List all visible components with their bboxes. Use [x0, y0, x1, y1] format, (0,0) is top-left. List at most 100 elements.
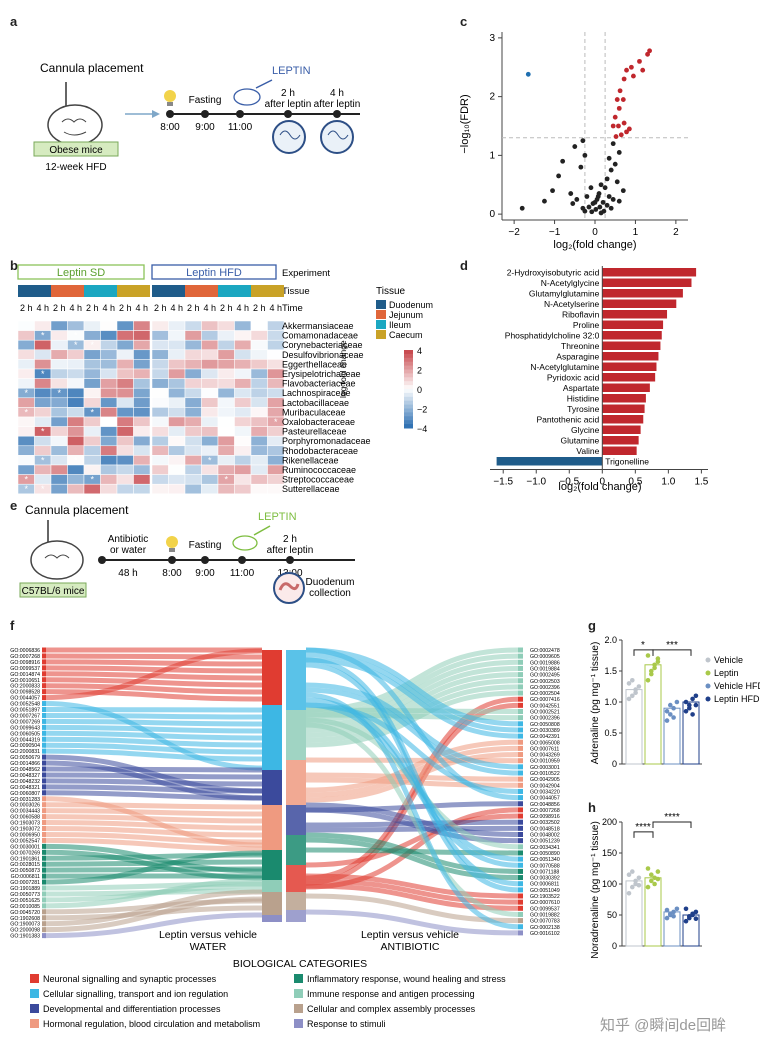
data-point — [626, 696, 632, 702]
bar-label: N-Acetylserine — [544, 299, 600, 309]
term-node — [42, 796, 46, 802]
data-point — [582, 152, 588, 158]
term-node — [518, 647, 523, 653]
sankey-flow — [43, 736, 263, 748]
heatmap-cell — [168, 368, 186, 379]
y-tick-label: 0 — [612, 759, 617, 769]
time-row-label: Time — [282, 303, 303, 314]
timepoint — [201, 110, 209, 118]
x-axis-label: log₂(fold change) — [553, 239, 636, 251]
mouse-injection-icon — [233, 79, 273, 106]
go-term-label: GO:0002138 — [530, 925, 560, 931]
heatmap-cell — [184, 320, 202, 331]
time-label: 4 h — [203, 303, 216, 313]
significance-label: *** — [666, 640, 678, 651]
bar — [602, 394, 646, 403]
heatmap-cell — [100, 407, 118, 418]
heatmap-cell — [50, 474, 68, 485]
heatmap-cell — [217, 387, 235, 399]
data-point — [616, 198, 622, 204]
go-term-label: GO:1901889 — [10, 886, 40, 892]
heatmap-cell — [217, 330, 235, 341]
go-term-label: GO:0071188 — [530, 869, 559, 875]
category-node — [286, 650, 306, 710]
mice-box — [19, 582, 87, 598]
heatmap-cell — [133, 445, 151, 456]
bar — [625, 880, 643, 947]
noradrenaline-chart: Noradrenaline (pg mg⁻¹ tissue) 0 50 100 150… — [590, 812, 702, 959]
bar-label: Riboflavin — [562, 310, 600, 320]
category-swatch — [294, 989, 303, 998]
heatmap-cell — [67, 378, 85, 389]
sankey-flow — [43, 766, 263, 773]
significance-bracket — [652, 649, 692, 656]
heatmap-cell — [234, 474, 252, 485]
heatmap-cell — [217, 339, 235, 351]
term-node — [518, 653, 523, 659]
category-label: Neuronal signalling and synaptic process… — [43, 974, 217, 984]
heatmap-cell — [50, 416, 68, 427]
duodenum-icon — [273, 572, 305, 604]
colorbar-segment — [404, 412, 413, 417]
go-term-label: GO:2000831 — [10, 749, 40, 755]
heatmap-cell — [116, 483, 134, 495]
experiment-label: Experiment — [282, 268, 330, 279]
sankey-flow — [43, 878, 263, 909]
data-point — [592, 199, 598, 205]
go-term-label: GO:0042904 — [530, 783, 560, 789]
family-label: Pasteurellaceae — [282, 427, 347, 437]
go-term-label: GO:0070588 — [530, 863, 560, 869]
data-point — [580, 138, 586, 144]
data-point — [613, 134, 619, 139]
category-label: Response to stimuli — [307, 1019, 386, 1029]
heatmap-cell — [116, 445, 134, 456]
bar — [602, 415, 644, 424]
significance-star: * — [24, 484, 28, 494]
go-term-label: GO:1903072 — [10, 827, 40, 833]
go-term-label: GO:0048518 — [530, 826, 560, 832]
colorbar-segment — [404, 381, 413, 386]
term-node — [42, 837, 46, 843]
significance-star: * — [74, 455, 78, 465]
sankey-flow — [305, 647, 519, 801]
tissue-legend-title: Tissue — [376, 286, 406, 297]
heatmap-cell — [217, 416, 235, 427]
go-term-label: GO:0007416 — [530, 697, 560, 703]
go-term-label: GO:0006950 — [10, 832, 40, 838]
term-node — [42, 790, 46, 796]
sankey-flow — [305, 909, 519, 936]
heatmap-cell — [168, 397, 186, 408]
bar-label: Asparagine — [556, 352, 599, 362]
heatmap-cell — [34, 378, 52, 389]
heatmap-cell — [67, 359, 85, 370]
go-term-label: GO:0048856 — [530, 802, 560, 808]
bar-label: N-Acetylglycine — [541, 278, 600, 288]
category-label: Inflammatory response, wound healing and… — [307, 974, 506, 984]
heatmap-cell — [217, 455, 235, 466]
data-point — [645, 678, 651, 683]
heatmap-cell — [201, 474, 219, 485]
heatmap-cell — [67, 349, 85, 360]
category-node — [262, 880, 282, 892]
data-point — [645, 866, 651, 871]
x-tick-label: −2 — [508, 227, 520, 238]
go-term-label: GO:0032502 — [530, 820, 560, 826]
sankey-flow — [43, 683, 263, 695]
data-point — [668, 712, 673, 717]
tissue-bar — [152, 285, 185, 297]
term-node — [518, 788, 523, 794]
data-point — [550, 188, 555, 194]
family-label: Sutterellaceae — [282, 484, 340, 494]
data-point — [595, 194, 601, 199]
data-point — [578, 164, 584, 170]
data-point — [542, 198, 547, 204]
term-node — [518, 739, 523, 745]
go-term-label: GO:2000833 — [10, 684, 40, 690]
collection-label: Duodenum — [306, 577, 355, 588]
heatmap-cell — [151, 397, 169, 408]
data-point — [598, 210, 604, 216]
go-term-label: GO:0051049 — [530, 888, 560, 894]
data-point — [655, 659, 661, 664]
tissue-bar — [185, 285, 218, 297]
heatmap-cell — [17, 349, 35, 360]
